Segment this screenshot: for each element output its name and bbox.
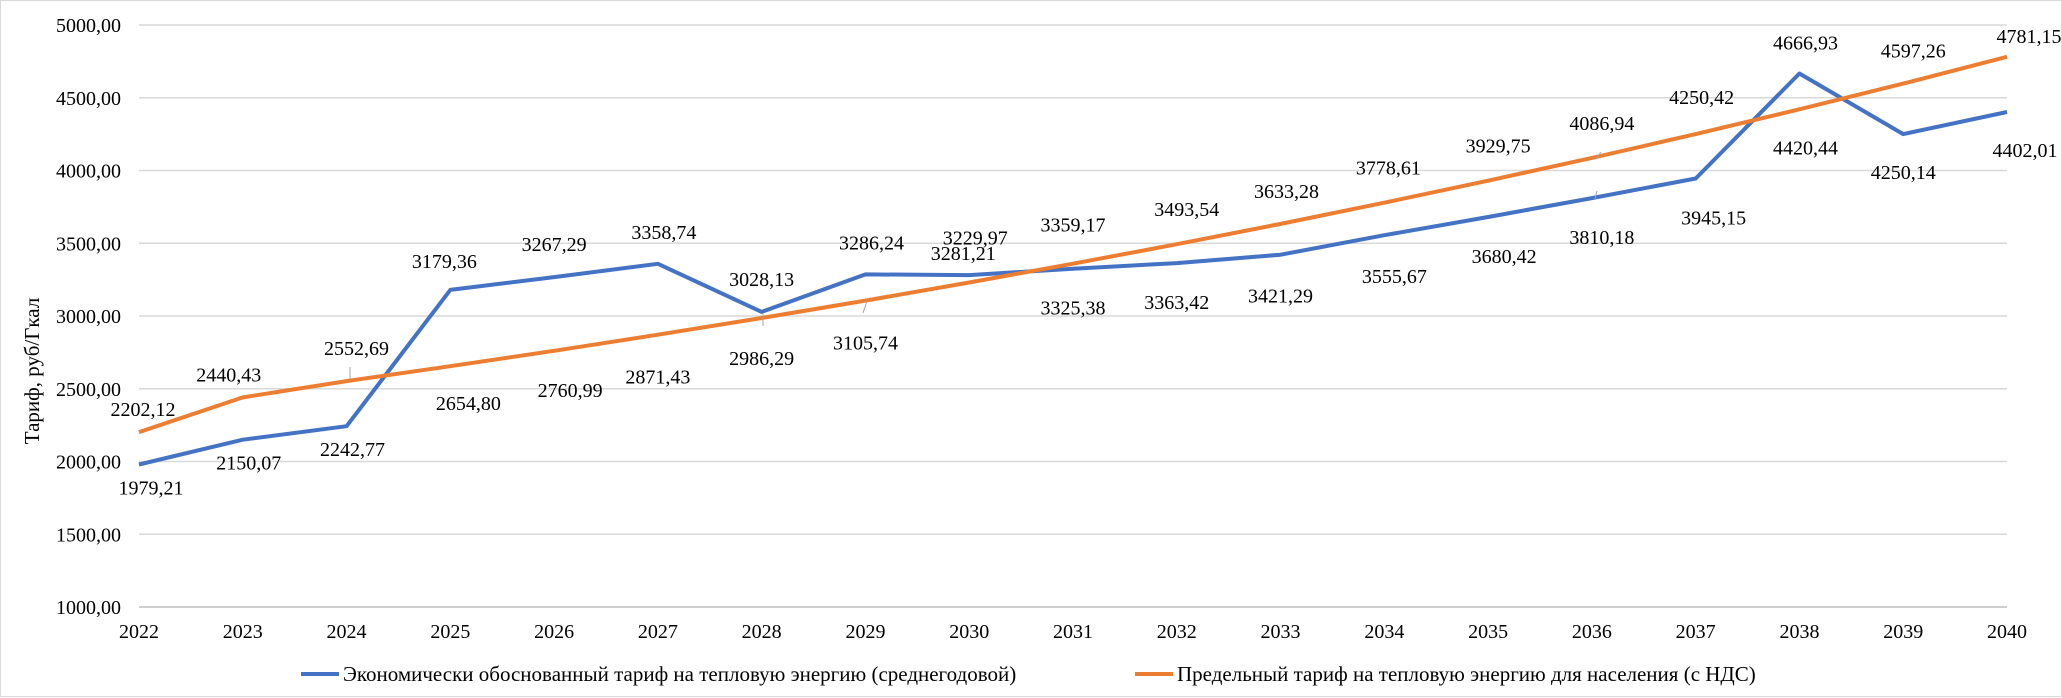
- x-tick-label: 2025: [430, 621, 470, 643]
- data-label-limit: 4086,94: [1569, 113, 1634, 135]
- data-label-economic: 3680,42: [1472, 246, 1537, 268]
- data-label-limit: 2871,43: [625, 367, 690, 389]
- data-label-economic: 3358,74: [631, 222, 696, 244]
- data-label-economic: 3363,42: [1144, 292, 1209, 314]
- y-tick-label: 1000,00: [56, 597, 121, 619]
- x-tick-label: 2034: [1364, 621, 1404, 643]
- y-tick-label: 3000,00: [56, 306, 121, 328]
- data-label-limit: 3229,97: [943, 228, 1008, 250]
- x-tick-label: 2031: [1053, 621, 1093, 643]
- data-label-limit: 3493,54: [1154, 199, 1219, 221]
- y-tick-label: 2000,00: [56, 452, 121, 474]
- x-tick-label: 2038: [1779, 621, 1819, 643]
- x-tick-label: 2033: [1261, 621, 1301, 643]
- data-label-limit: 3778,61: [1356, 158, 1421, 180]
- legend-label-economic: Экономически обоснованный тариф на тепло…: [343, 662, 1016, 686]
- legend: Экономически обоснованный тариф на тепло…: [301, 662, 1756, 686]
- data-label-limit: 3359,17: [1041, 215, 1106, 237]
- data-label-economic: 3325,38: [1041, 298, 1106, 320]
- x-tick-label: 2039: [1883, 621, 1923, 643]
- x-tick-label: 2036: [1572, 621, 1612, 643]
- data-label-limit: 4781,15: [1997, 26, 2062, 48]
- data-label-limit: 2202,12: [111, 399, 176, 421]
- data-label-economic: 2242,77: [320, 439, 385, 461]
- x-tick-label: 2023: [223, 621, 263, 643]
- data-label-economic: 3286,24: [839, 232, 904, 254]
- y-tick-label: 1500,00: [56, 524, 121, 546]
- y-tick-label: 4000,00: [56, 161, 121, 183]
- data-label-limit: 2654,80: [436, 393, 501, 415]
- y-tick-label: 5000,00: [56, 15, 121, 37]
- y-tick-label: 4500,00: [56, 88, 121, 110]
- x-tick-label: 2037: [1676, 621, 1716, 643]
- data-label-economic: 4666,93: [1773, 32, 1838, 54]
- y-tick-label: 3500,00: [56, 233, 121, 255]
- data-label-limit: 3633,28: [1254, 181, 1319, 203]
- data-label-economic: 4250,14: [1871, 162, 1936, 184]
- data-label-limit: 2760,99: [538, 380, 603, 402]
- legend-label-limit: Предельный тариф на тепловую энергию для…: [1177, 662, 1756, 686]
- y-axis-tick-labels: 1000,00 1500,00 2000,00 2500,00 3000,00 3500,…: [56, 15, 121, 619]
- data-label-economic: 3810,18: [1569, 227, 1634, 249]
- data-label-economic: 4402,01: [1993, 140, 2058, 162]
- x-tick-label: 2029: [845, 621, 885, 643]
- data-label-limit: 4420,44: [1773, 137, 1838, 159]
- data-label-economic: 1979,21: [119, 478, 184, 500]
- data-label-economic: 3267,29: [522, 234, 587, 256]
- x-tick-label: 2040: [1987, 621, 2027, 643]
- data-label-economic: 3179,36: [412, 251, 477, 273]
- y-tick-label: 2500,00: [56, 379, 121, 401]
- x-tick-label: 2022: [119, 621, 159, 643]
- x-tick-label: 2024: [327, 621, 367, 643]
- series-line-limit: [139, 57, 2007, 432]
- data-label-limit: 4597,26: [1881, 41, 1946, 63]
- x-tick-label: 2028: [742, 621, 782, 643]
- data-label-limit: 2440,43: [196, 364, 261, 386]
- data-label-limit: 3929,75: [1466, 136, 1531, 158]
- y-axis-label: Тариф, руб/Гкал: [20, 298, 44, 444]
- x-tick-label: 2035: [1468, 621, 1508, 643]
- data-label-limit: 3105,74: [833, 333, 898, 355]
- data-label-limit: 2986,29: [729, 348, 794, 370]
- data-label-economic: 2150,07: [216, 453, 281, 475]
- data-label-economic: 3028,13: [729, 269, 794, 291]
- data-label-limit: 2552,69: [324, 338, 389, 360]
- x-tick-label: 2030: [949, 621, 989, 643]
- x-tick-label: 2026: [534, 621, 574, 643]
- x-axis-tick-labels: 2022 2023 2024 2025 2026 2027 2028 2029 2030 2031…: [119, 621, 2027, 643]
- data-label-economic: 3421,29: [1248, 286, 1313, 308]
- x-tick-label: 2032: [1157, 621, 1197, 643]
- data-label-economic: 3945,15: [1681, 207, 1746, 229]
- x-tick-label: 2027: [638, 621, 678, 643]
- data-label-limit: 4250,42: [1669, 87, 1734, 109]
- data-label-economic: 3555,67: [1362, 266, 1427, 288]
